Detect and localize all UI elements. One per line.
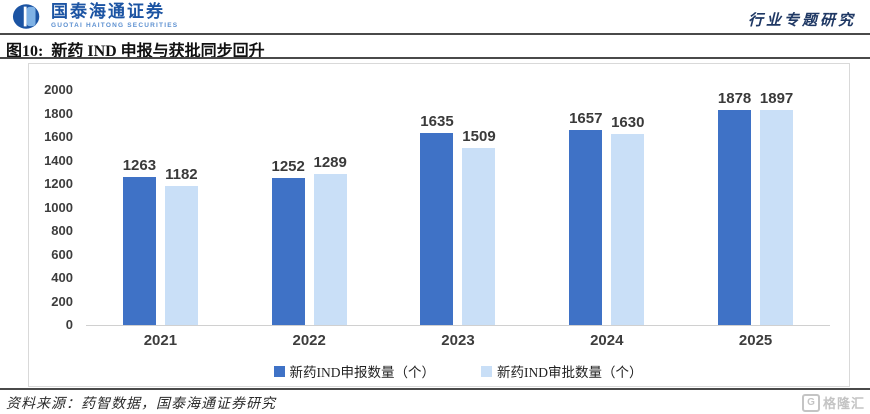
brand-name-en: GUOTAI HAITONG SECURITIES <box>51 22 179 30</box>
bar-group: 1657 1630 <box>532 90 681 325</box>
header-divider <box>0 33 870 35</box>
bar-column: 1182 <box>164 90 198 325</box>
bar-column: 1878 <box>718 90 751 325</box>
x-tick-label: 2023 <box>441 332 475 349</box>
y-tick-label: 400 <box>51 270 73 285</box>
bar <box>760 110 794 325</box>
bar-value-label: 1897 <box>759 90 794 107</box>
y-tick-label: 1800 <box>44 105 73 121</box>
figure-number: 图10: <box>6 43 44 60</box>
bar-value-label: 1182 <box>165 166 198 184</box>
bar <box>462 147 496 325</box>
watermark-logo-icon: G <box>801 393 820 412</box>
figure-title-text: 新药 IND 申报与获批同步回升 <box>51 43 265 60</box>
legend-item: 新药IND审批数量（个） <box>481 361 643 381</box>
report-type-label: 行业专题研究 <box>747 13 856 29</box>
bar-value-label: 1252 <box>271 157 305 175</box>
bar <box>271 177 305 325</box>
bar-value-label: 1289 <box>313 153 347 171</box>
x-tick-label: 2025 <box>738 332 773 349</box>
figure-title: 图10: 新药 IND 申报与获批同步回升 <box>6 37 265 61</box>
brand-logo-icon <box>12 4 40 29</box>
brand-logo: 国泰海通证券 GUOTAI HAITONG SECURITIES <box>12 3 178 30</box>
bar <box>164 186 198 325</box>
plot-row: 1263 1182 1252 1289 1635 1509 1657 1630 1878 1897 <box>86 90 830 326</box>
bar-value-label: 1878 <box>717 90 752 107</box>
bar-chart: 2000 1800 1600 1400 1200 1000 800 600 400 200 0 12… <box>28 63 850 387</box>
y-tick-label: 1600 <box>44 129 73 144</box>
bar-column: 1509 <box>462 90 496 325</box>
bar-value-label: 1657 <box>569 110 603 128</box>
bar <box>313 173 347 325</box>
bar <box>718 110 752 325</box>
bar-group: 1878 1897 <box>681 90 830 325</box>
bar <box>569 130 603 325</box>
bar-column: 1263 <box>123 90 156 325</box>
brand-name-cn: 国泰海通证券 <box>51 2 165 22</box>
footer-divider <box>0 388 870 390</box>
x-axis: 2021 2022 2023 2024 2025 <box>86 332 830 349</box>
bar-value-label: 1630 <box>611 113 645 131</box>
y-tick-label: 2000 <box>44 82 73 97</box>
bar-value-label: 1509 <box>462 127 496 145</box>
y-tick-label: 1200 <box>44 176 73 191</box>
watermark-text: 格隆汇 <box>822 396 865 411</box>
y-axis: 2000 1800 1600 1400 1200 1000 800 600 400 200 0 <box>29 64 75 386</box>
x-tick-label: 2021 <box>143 332 178 349</box>
bar <box>122 176 156 325</box>
bar-column: 1289 <box>314 90 347 325</box>
y-tick-label: 0 <box>65 317 73 332</box>
y-tick-label: 800 <box>51 223 73 238</box>
bar-value-label: 1263 <box>122 156 157 174</box>
bar-group: 1263 1182 <box>86 90 235 325</box>
legend-swatch <box>273 365 285 377</box>
bar-column: 1630 <box>611 90 644 325</box>
title-divider <box>0 57 870 59</box>
y-tick-label: 600 <box>51 246 73 262</box>
y-tick-label: 1400 <box>44 152 73 168</box>
gelonghui-watermark: G 格隆汇 <box>801 393 865 412</box>
bar <box>611 133 645 325</box>
y-tick-label: 1000 <box>44 199 73 215</box>
bar-value-label: 1635 <box>420 112 454 130</box>
bar-group: 1635 1509 <box>384 90 533 325</box>
bar-column: 1657 <box>569 90 602 325</box>
plot-area: 1263 1182 1252 1289 1635 1509 1657 1630 1878 1897… <box>86 90 830 381</box>
y-tick-label: 200 <box>51 293 73 309</box>
bar <box>420 132 454 325</box>
chart-legend: 新药IND申报数量（个） 新药IND审批数量（个） <box>86 361 830 381</box>
legend-item: 新药IND申报数量（个） <box>273 361 436 381</box>
bar-column: 1897 <box>760 90 793 325</box>
source-note: 资料来源：药智数据，国泰海通证券研究 <box>6 397 276 412</box>
x-tick-label: 2024 <box>590 332 624 349</box>
bar-column: 1635 <box>420 90 454 325</box>
legend-swatch <box>481 365 492 377</box>
legend-label: 新药IND审批数量（个） <box>497 365 643 380</box>
bar-group: 1252 1289 <box>235 90 384 325</box>
legend-label: 新药IND申报数量（个） <box>289 365 436 380</box>
x-tick-label: 2022 <box>292 332 326 349</box>
bar-column: 1252 <box>272 90 305 325</box>
